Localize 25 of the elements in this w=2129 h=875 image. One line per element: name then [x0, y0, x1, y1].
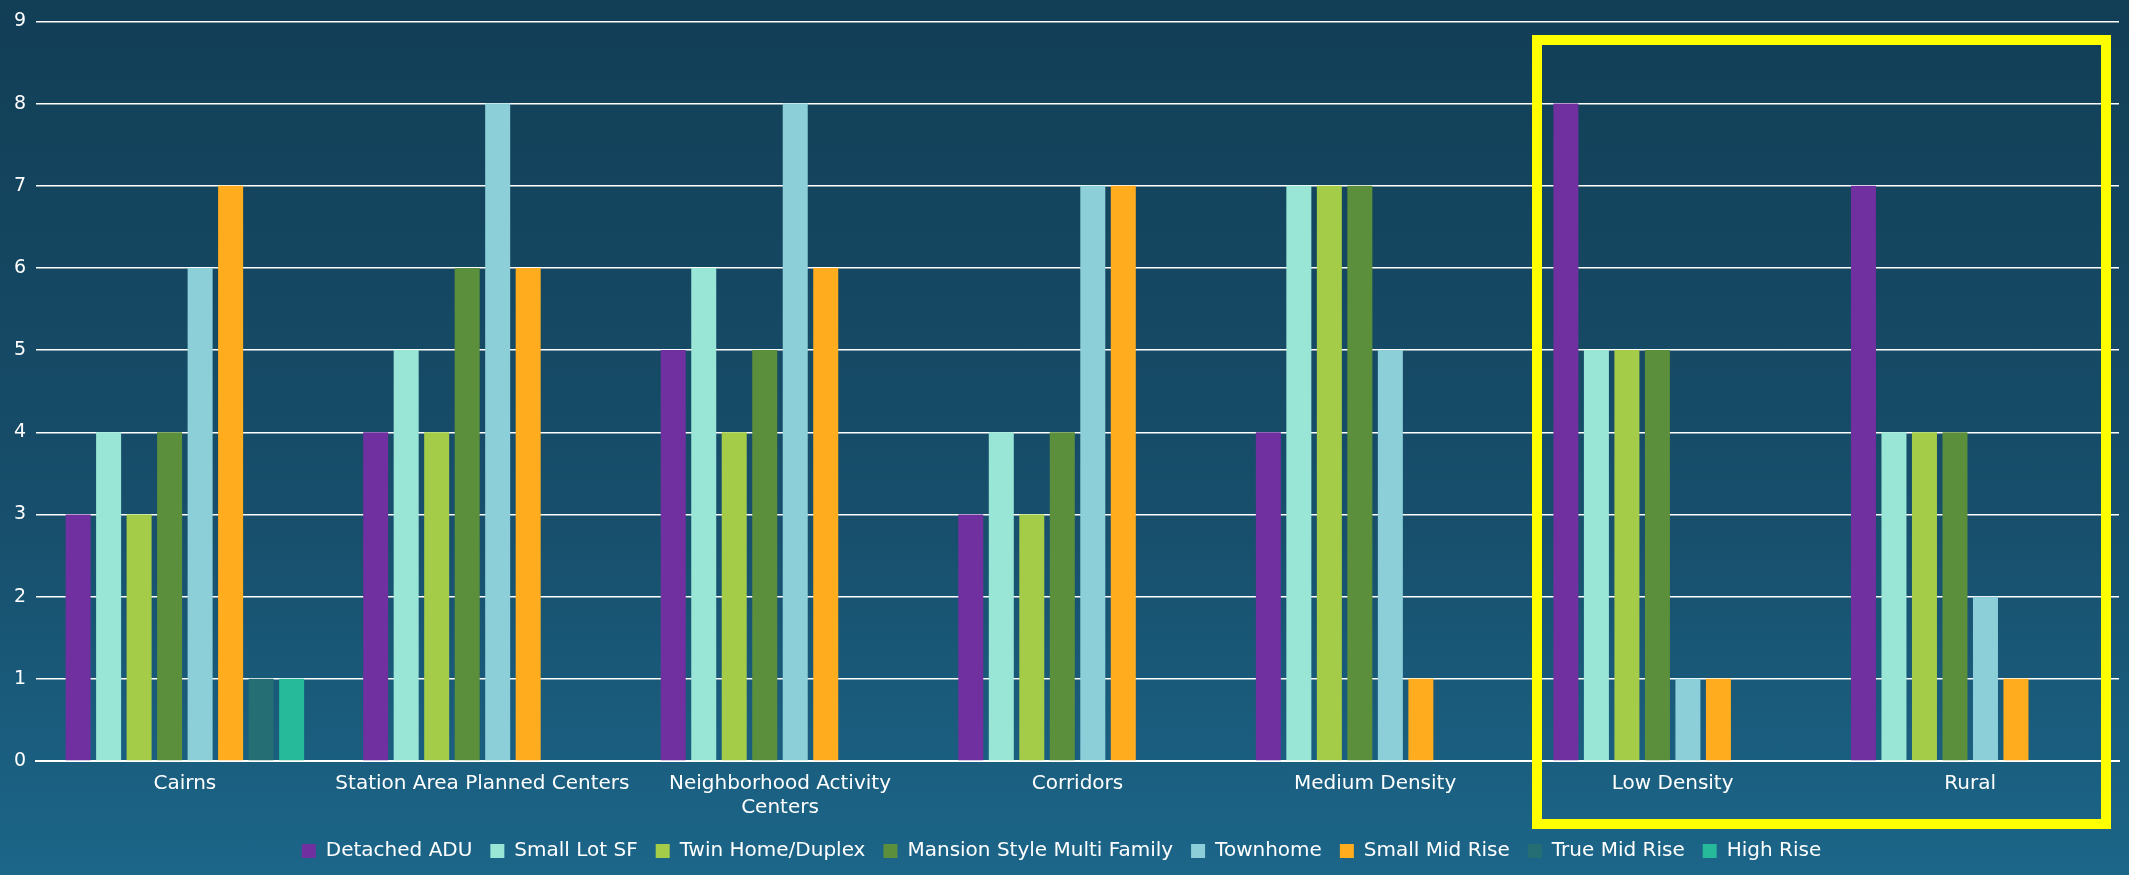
x-tick-label: Cairns: [153, 770, 217, 795]
y-tick-label: 4: [13, 419, 27, 442]
x-tick-label: Corridors: [1031, 770, 1124, 795]
legend-label: High Rise: [1726, 837, 1822, 862]
y-tick-label: 2: [13, 583, 27, 606]
y-tick-label: 8: [13, 90, 27, 113]
legend-label: Townhome: [1214, 837, 1322, 862]
y-tick-label: 0: [13, 747, 27, 770]
y-tick-label: 3: [13, 501, 27, 524]
legend-label: Detached ADU: [325, 837, 473, 862]
y-tick-label: 7: [13, 172, 27, 195]
legend-label: True Mid Rise: [1550, 837, 1685, 862]
y-tick-label: 9: [13, 8, 27, 31]
legend-label: Mansion Style Multi Family: [907, 837, 1174, 862]
x-tick-label: Low Density: [1611, 770, 1734, 795]
x-tick-label: Station Area Planned Centers: [335, 770, 630, 795]
y-tick-label: 5: [13, 337, 27, 360]
legend-label: Twin Home/Duplex: [678, 837, 866, 862]
legend-label: Small Lot SF: [514, 837, 638, 862]
y-tick-label: 1: [13, 665, 27, 688]
x-tick-label: Rural: [1944, 770, 1997, 795]
x-tick-label: Medium Density: [1293, 770, 1457, 795]
x-tick-label: Neighborhood Activity Centers: [668, 770, 892, 819]
y-tick-label: 6: [13, 254, 27, 277]
legend-label: Small Mid Rise: [1363, 837, 1510, 862]
